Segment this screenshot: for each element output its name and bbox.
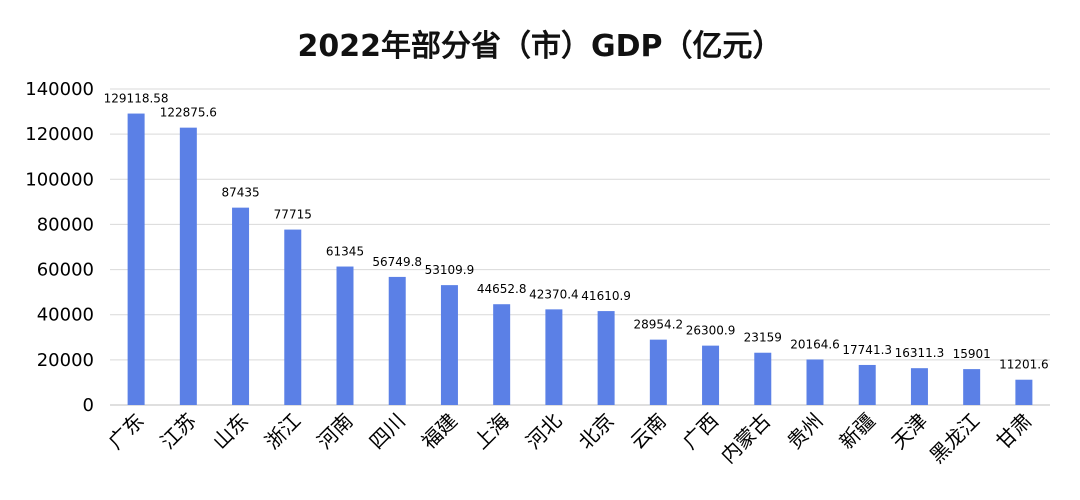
y-tick-label: 120000 bbox=[25, 124, 94, 145]
bars bbox=[127, 113, 1033, 406]
x-tick-label: 河南 bbox=[312, 409, 357, 454]
x-tick-label: 广西 bbox=[678, 409, 723, 454]
data-label: 41610.9 bbox=[581, 289, 631, 303]
bar bbox=[179, 127, 197, 405]
bar bbox=[649, 339, 667, 405]
y-axis-ticks: 0 20000 40000 60000 80000 100000 120000 140000 bbox=[25, 79, 94, 416]
x-tick-label: 福建 bbox=[417, 409, 462, 454]
data-label: 16311.3 bbox=[895, 346, 945, 360]
bar bbox=[440, 285, 458, 405]
x-tick-label: 北京 bbox=[573, 409, 618, 454]
x-tick-label: 黑龙江 bbox=[925, 409, 984, 468]
gridlines bbox=[110, 88, 1050, 406]
x-tick-label: 广东 bbox=[103, 409, 148, 454]
bar bbox=[545, 309, 563, 405]
data-label: 87435 bbox=[221, 186, 259, 200]
data-label: 42370.4 bbox=[529, 287, 579, 301]
data-label: 77715 bbox=[274, 208, 312, 222]
chart-title: 2022年部分省（市）GDP（亿元） bbox=[297, 29, 782, 64]
bar bbox=[702, 345, 720, 405]
x-tick-label: 贵州 bbox=[782, 409, 827, 454]
x-tick-label: 河北 bbox=[521, 409, 566, 454]
y-tick-label: 140000 bbox=[25, 79, 94, 100]
data-label: 129118.58 bbox=[104, 92, 169, 106]
x-tick-label: 新疆 bbox=[835, 409, 880, 454]
y-tick-label: 40000 bbox=[37, 305, 94, 326]
data-label: 44652.8 bbox=[477, 282, 527, 296]
x-tick-label: 上海 bbox=[469, 409, 514, 454]
bar bbox=[597, 311, 615, 405]
bar bbox=[127, 113, 145, 406]
x-tick-label: 浙江 bbox=[260, 409, 305, 454]
bar bbox=[910, 368, 928, 405]
bar bbox=[858, 364, 876, 405]
data-label: 56749.8 bbox=[372, 255, 422, 269]
data-label: 28954.2 bbox=[634, 318, 684, 332]
bar bbox=[963, 369, 981, 405]
y-tick-label: 20000 bbox=[37, 350, 94, 371]
data-label: 53109.9 bbox=[425, 263, 475, 277]
bar bbox=[806, 359, 824, 405]
x-tick-label: 四川 bbox=[365, 409, 410, 454]
x-tick-label: 内蒙古 bbox=[716, 409, 775, 468]
data-label: 61345 bbox=[326, 245, 364, 259]
bar bbox=[493, 304, 511, 405]
bar bbox=[336, 266, 354, 405]
y-tick-label: 60000 bbox=[37, 260, 94, 281]
data-label: 11201.6 bbox=[999, 358, 1049, 372]
data-label: 20164.6 bbox=[790, 337, 840, 351]
x-tick-label: 山东 bbox=[208, 409, 253, 454]
y-tick-label: 0 bbox=[83, 395, 94, 416]
data-label: 17741.3 bbox=[842, 343, 892, 357]
bar bbox=[754, 352, 772, 405]
data-label: 122875.6 bbox=[160, 106, 217, 120]
data-label: 26300.9 bbox=[686, 324, 736, 338]
bar bbox=[232, 207, 250, 405]
bar bbox=[284, 229, 302, 405]
y-tick-label: 100000 bbox=[25, 169, 94, 190]
x-tick-label: 甘肃 bbox=[991, 409, 1036, 454]
x-tick-label: 云南 bbox=[626, 409, 671, 454]
bar bbox=[388, 276, 406, 405]
data-label: 15901 bbox=[953, 347, 991, 361]
y-tick-label: 80000 bbox=[37, 214, 94, 235]
bar bbox=[1015, 379, 1033, 405]
x-tick-label: 江苏 bbox=[156, 409, 201, 454]
data-label: 23159 bbox=[744, 331, 782, 345]
x-tick-label: 天津 bbox=[887, 409, 932, 454]
